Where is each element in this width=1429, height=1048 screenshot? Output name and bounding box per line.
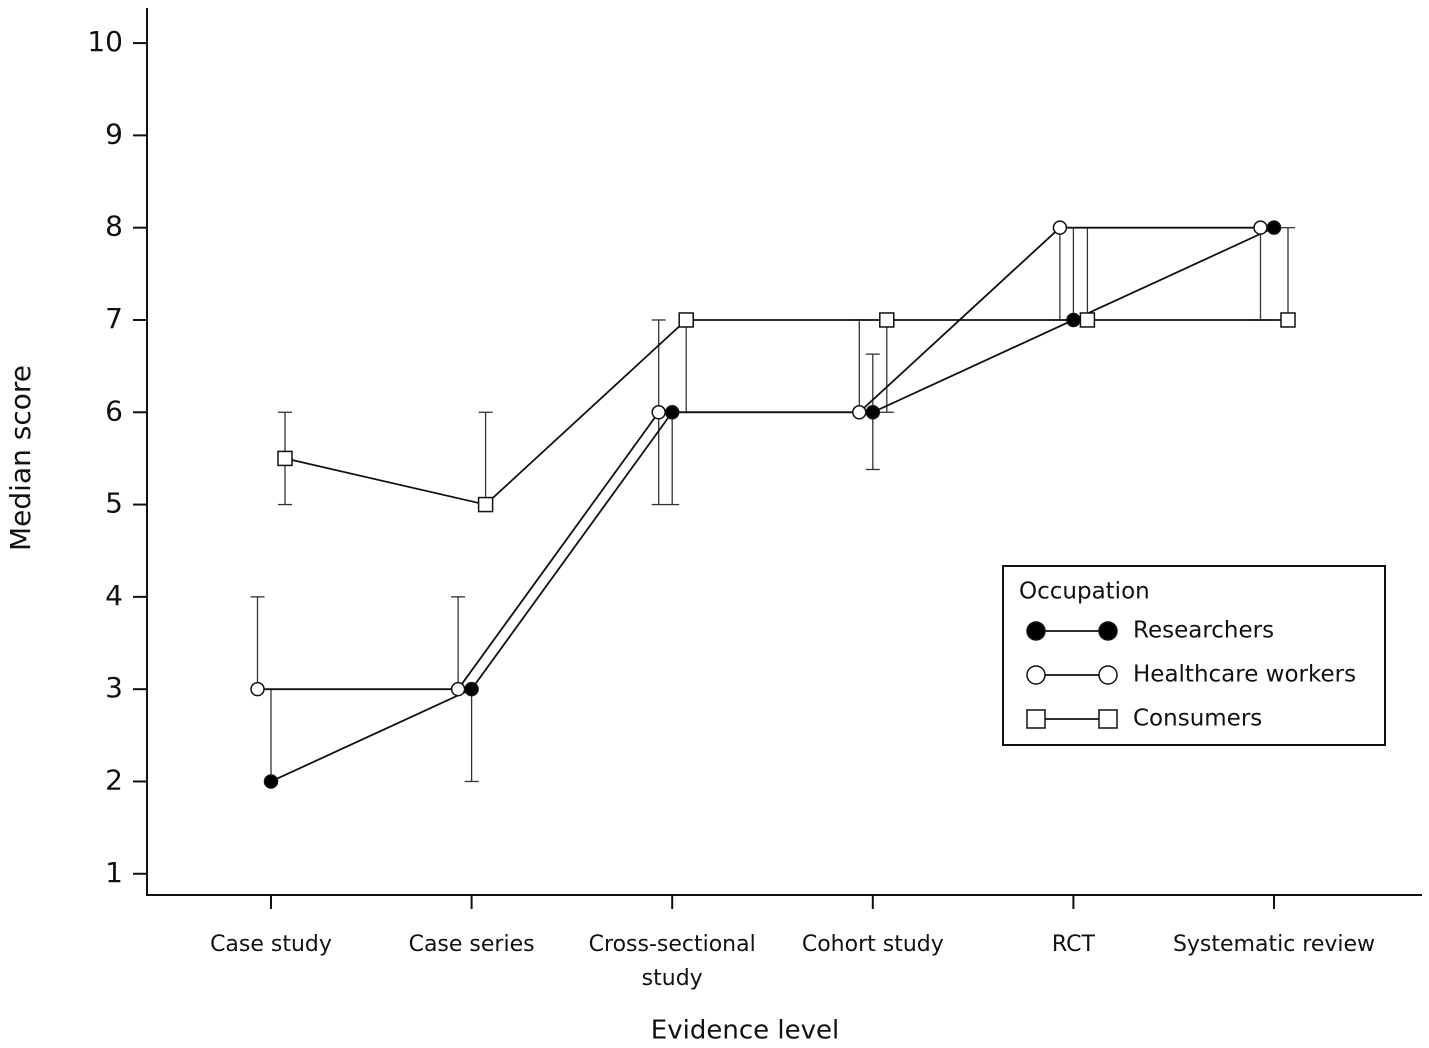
legend-marker xyxy=(1026,665,1046,685)
y-tick-label: 1 xyxy=(105,856,123,889)
legend-title: Occupation xyxy=(1019,579,1150,605)
data-point xyxy=(250,681,265,697)
series-line xyxy=(284,319,1288,506)
legend-marker xyxy=(1026,621,1046,641)
data-point xyxy=(664,405,680,420)
legend-marker xyxy=(1098,665,1118,685)
x-tick-label: Case series xyxy=(408,932,535,957)
y-tick-label: 8 xyxy=(105,210,123,243)
x-tick-label: Cohort study xyxy=(801,932,944,957)
data-point xyxy=(1266,220,1282,235)
data-point xyxy=(651,405,666,420)
legend-marker xyxy=(1098,621,1118,641)
y-tick-label: 5 xyxy=(105,487,123,520)
data-point xyxy=(1253,220,1268,235)
series-line xyxy=(257,226,1261,691)
data-point xyxy=(852,405,867,420)
data-point xyxy=(263,774,279,789)
data-point xyxy=(277,450,293,467)
data-point xyxy=(865,405,881,420)
data-point xyxy=(1052,220,1068,235)
y-tick-label: 2 xyxy=(105,763,123,796)
y-tick-label: 7 xyxy=(105,302,123,335)
legend-label: Healthcare workers xyxy=(1133,662,1356,688)
y-tick-label: 4 xyxy=(105,579,123,612)
x-tick-label: Cross-sectional study xyxy=(588,932,756,991)
legend-label: Consumers xyxy=(1133,706,1262,732)
data-point xyxy=(464,681,479,697)
x-tick-label: Systematic review xyxy=(1172,932,1376,957)
data-point xyxy=(1280,312,1296,328)
legend-label: Researchers xyxy=(1133,618,1274,644)
data-point xyxy=(1066,312,1081,328)
x-axis-title: Evidence level xyxy=(651,1016,839,1046)
data-point xyxy=(477,496,494,513)
x-tick-label: Case study xyxy=(210,932,332,957)
data-point xyxy=(879,312,895,328)
data-point xyxy=(1079,312,1096,328)
legend-marker xyxy=(1098,709,1118,729)
data-point xyxy=(450,681,466,697)
y-tick-label: 6 xyxy=(105,394,123,427)
legend-marker xyxy=(1026,709,1046,729)
x-tick-label: RCT xyxy=(1051,932,1095,957)
data-point xyxy=(678,312,694,328)
y-tick-label: 10 xyxy=(87,25,123,58)
legend-box xyxy=(1002,565,1386,746)
y-tick-label: 3 xyxy=(105,671,123,704)
y-tick-label: 9 xyxy=(105,117,123,150)
y-axis-title: Median score xyxy=(4,365,37,551)
